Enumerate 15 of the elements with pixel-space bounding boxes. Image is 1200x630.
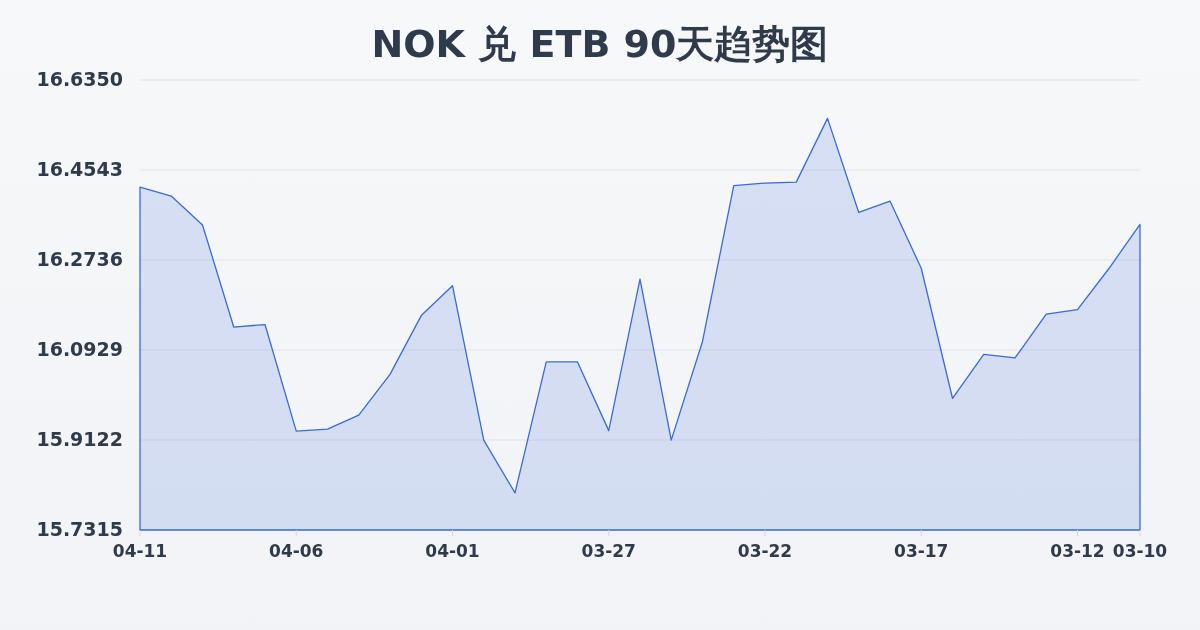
x-tick-label: 04-01 xyxy=(425,541,480,561)
y-tick-label: 16.2736 xyxy=(36,247,123,270)
y-tick-label: 16.6350 xyxy=(36,67,123,90)
y-tick-label: 15.9122 xyxy=(36,427,123,450)
x-tick-label: 03-22 xyxy=(737,541,793,561)
y-tick-label: 16.4543 xyxy=(36,157,123,180)
x-tick-label: 04-11 xyxy=(112,541,168,561)
y-tick-label: 15.7315 xyxy=(36,517,123,540)
y-tick-label: 16.0929 xyxy=(36,337,123,360)
chart-title: NOK 兑 ETB 90天趋势图 xyxy=(371,21,829,66)
x-tick-label: 03-17 xyxy=(894,541,949,561)
x-tick-label: 03-10 xyxy=(1112,541,1168,561)
x-tick-label: 03-27 xyxy=(581,541,636,561)
x-tick-label: 03-12 xyxy=(1050,541,1105,561)
x-tick-label: 04-06 xyxy=(269,541,324,561)
